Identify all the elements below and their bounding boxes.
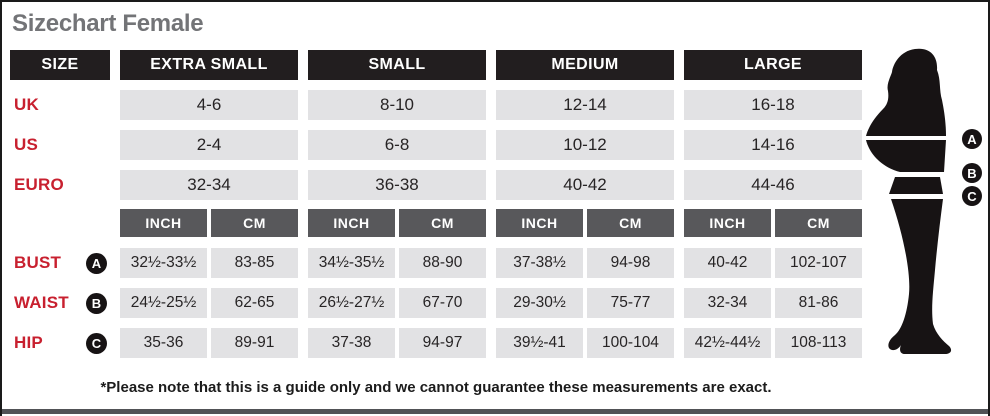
figure-marker-a: A bbox=[962, 129, 982, 149]
sizechart-table: SIZE EXTRA SMALL SMALL MEDIUM LARGE UK 4… bbox=[10, 50, 988, 358]
female-silhouette-figure: A B C bbox=[858, 42, 988, 372]
column-header-large: LARGE bbox=[684, 50, 862, 80]
cell-uk-medium: 12-14 bbox=[496, 90, 674, 120]
cell-bust-l-cm: 102-107 bbox=[775, 248, 862, 278]
cell-euro-small: 36-38 bbox=[308, 170, 486, 200]
column-header-medium: MEDIUM bbox=[496, 50, 674, 80]
cell-hip-s-cm: 94-97 bbox=[399, 328, 486, 358]
cell-hip-xs-inch: 35-36 bbox=[120, 328, 207, 358]
cell-waist-xs-cm: 62-65 bbox=[211, 288, 298, 318]
cell-euro-large: 44-46 bbox=[684, 170, 862, 200]
unit-header-spacer bbox=[10, 209, 110, 237]
cell-hip-m-cm: 100-104 bbox=[587, 328, 674, 358]
cell-hip-l-inch: 42½-44½ bbox=[684, 328, 771, 358]
bottom-divider-bar bbox=[2, 409, 988, 414]
cell-us-small: 6-8 bbox=[308, 130, 486, 160]
cell-hip-m-inch: 39½-41 bbox=[496, 328, 583, 358]
cell-hip-s-inch: 37-38 bbox=[308, 328, 395, 358]
unit-header-cm: CM bbox=[775, 209, 862, 237]
row-label-us: US bbox=[14, 135, 39, 154]
unit-header-row: INCH CM INCH CM INCH CM INCH CM bbox=[10, 209, 988, 237]
cell-euro-medium: 40-42 bbox=[496, 170, 674, 200]
cell-bust-l-inch: 40-42 bbox=[684, 248, 771, 278]
table-row-waist: WAIST B 24½-25½ 62-65 26½-27½ 67-70 29-3… bbox=[10, 288, 988, 318]
table-header-row: SIZE EXTRA SMALL SMALL MEDIUM LARGE bbox=[10, 50, 988, 80]
cell-uk-extra-small: 4-6 bbox=[120, 90, 298, 120]
cell-waist-l-inch: 32-34 bbox=[684, 288, 771, 318]
cell-us-medium: 10-12 bbox=[496, 130, 674, 160]
footnote-text: *Please note that this is a guide only a… bbox=[100, 379, 772, 396]
table-row-hip: HIP C 35-36 89-91 37-38 94-97 39½-41 100… bbox=[10, 328, 988, 358]
unit-header-inch: INCH bbox=[684, 209, 771, 237]
unit-header-cm: CM bbox=[587, 209, 674, 237]
table-row-us: US 2-4 6-8 10-12 14-16 bbox=[10, 130, 988, 160]
unit-header-inch: INCH bbox=[496, 209, 583, 237]
table-row-uk: UK 4-6 8-10 12-14 16-18 bbox=[10, 90, 988, 120]
cell-bust-s-cm: 88-90 bbox=[399, 248, 486, 278]
cell-uk-large: 16-18 bbox=[684, 90, 862, 120]
cell-bust-m-inch: 37-38½ bbox=[496, 248, 583, 278]
marker-badge-a: A bbox=[86, 252, 107, 274]
column-header-extra-small: EXTRA SMALL bbox=[120, 50, 298, 80]
marker-badge-b: B bbox=[86, 292, 107, 314]
row-label-waist: WAIST bbox=[14, 293, 69, 312]
cell-waist-s-inch: 26½-27½ bbox=[308, 288, 395, 318]
row-label-uk: UK bbox=[14, 95, 39, 114]
size-header-cell: SIZE bbox=[10, 50, 110, 80]
cell-us-large: 14-16 bbox=[684, 130, 862, 160]
cell-waist-l-cm: 81-86 bbox=[775, 288, 862, 318]
cell-waist-m-cm: 75-77 bbox=[587, 288, 674, 318]
row-label-hip: HIP bbox=[14, 333, 43, 352]
figure-marker-c: C bbox=[962, 186, 982, 206]
column-header-small: SMALL bbox=[308, 50, 486, 80]
figure-marker-b: B bbox=[962, 163, 982, 183]
cell-bust-xs-cm: 83-85 bbox=[211, 248, 298, 278]
cell-us-extra-small: 2-4 bbox=[120, 130, 298, 160]
marker-badge-c: C bbox=[86, 332, 107, 354]
cell-bust-s-inch: 34½-35½ bbox=[308, 248, 395, 278]
cell-waist-s-cm: 67-70 bbox=[399, 288, 486, 318]
female-silhouette-image bbox=[866, 48, 952, 354]
cell-waist-xs-inch: 24½-25½ bbox=[120, 288, 207, 318]
cell-euro-extra-small: 32-34 bbox=[120, 170, 298, 200]
unit-header-cm: CM bbox=[211, 209, 298, 237]
cell-hip-l-cm: 108-113 bbox=[775, 328, 862, 358]
cell-hip-xs-cm: 89-91 bbox=[211, 328, 298, 358]
cell-waist-m-inch: 29-30½ bbox=[496, 288, 583, 318]
row-label-bust: BUST bbox=[14, 253, 62, 272]
unit-header-cm: CM bbox=[399, 209, 486, 237]
cell-uk-small: 8-10 bbox=[308, 90, 486, 120]
row-label-euro: EURO bbox=[14, 175, 64, 194]
cell-bust-xs-inch: 32½-33½ bbox=[120, 248, 207, 278]
cell-bust-m-cm: 94-98 bbox=[587, 248, 674, 278]
unit-header-inch: INCH bbox=[308, 209, 395, 237]
table-row-euro: EURO 32-34 36-38 40-42 44-46 bbox=[10, 170, 988, 200]
table-row-bust: BUST A 32½-33½ 83-85 34½-35½ 88-90 37-38… bbox=[10, 248, 988, 278]
page-title: Sizechart Female bbox=[12, 10, 204, 37]
unit-header-inch: INCH bbox=[120, 209, 207, 237]
